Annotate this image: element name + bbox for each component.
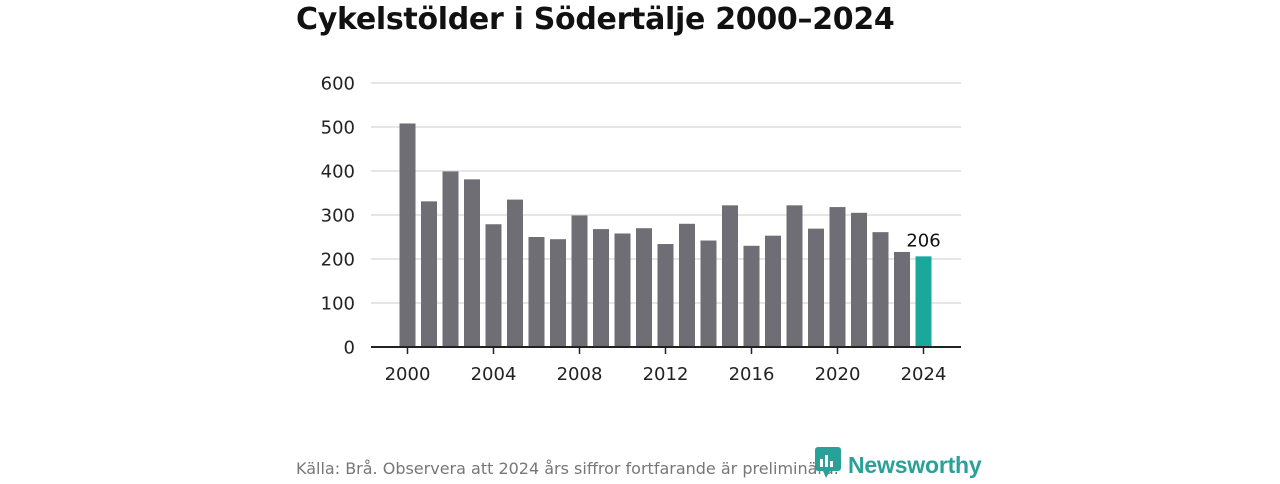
y-tick-label: 200 xyxy=(321,250,355,271)
newsworthy-logo-icon xyxy=(814,446,842,484)
x-tick-label: 2024 xyxy=(901,364,947,385)
bar xyxy=(485,224,502,347)
y-tick-label: 600 xyxy=(321,74,355,95)
data-label: 206 xyxy=(906,230,940,251)
y-tick-label: 300 xyxy=(321,206,355,227)
x-tick-label: 2000 xyxy=(385,364,431,385)
bar xyxy=(679,223,695,347)
bar xyxy=(829,207,846,347)
x-tick-label: 2008 xyxy=(557,364,603,385)
x-tick-label: 2004 xyxy=(471,364,517,385)
bar xyxy=(722,205,738,347)
x-tick-label: 2012 xyxy=(643,364,689,385)
bar xyxy=(786,205,803,347)
bar xyxy=(528,237,545,347)
bar xyxy=(421,201,437,347)
bar xyxy=(765,235,781,347)
bar xyxy=(442,171,459,347)
bar xyxy=(507,199,523,347)
y-tick-label: 0 xyxy=(344,338,355,359)
bar xyxy=(593,229,609,347)
brand-name: Newsworthy xyxy=(848,451,982,478)
bar xyxy=(399,123,416,347)
bar-highlight xyxy=(915,256,932,347)
source-note: Källa: Brå. Observera att 2024 års siffr… xyxy=(296,459,839,478)
bar-chart: 0 100 200 300 400 500 600 2000 2004 2008 2012 2016 2… xyxy=(321,74,961,385)
x-tick-label: 2020 xyxy=(815,364,861,385)
y-tick-label: 100 xyxy=(321,294,355,315)
bar xyxy=(464,179,480,347)
bar xyxy=(571,215,588,347)
bar xyxy=(743,245,760,347)
x-tick-label: 2016 xyxy=(729,364,775,385)
bar xyxy=(550,239,566,347)
y-tick-label: 500 xyxy=(321,118,355,139)
brand-logo: Newsworthy xyxy=(814,446,982,484)
bar xyxy=(657,244,674,347)
y-tick-label: 400 xyxy=(321,162,355,183)
bar xyxy=(872,232,889,347)
bar xyxy=(851,212,867,347)
bar xyxy=(636,228,652,347)
bar xyxy=(808,228,824,347)
chart-title: Cykelstölder i Södertälje 2000–2024 xyxy=(296,2,895,37)
bar xyxy=(894,251,910,347)
bar xyxy=(614,233,631,347)
bar xyxy=(700,240,717,347)
